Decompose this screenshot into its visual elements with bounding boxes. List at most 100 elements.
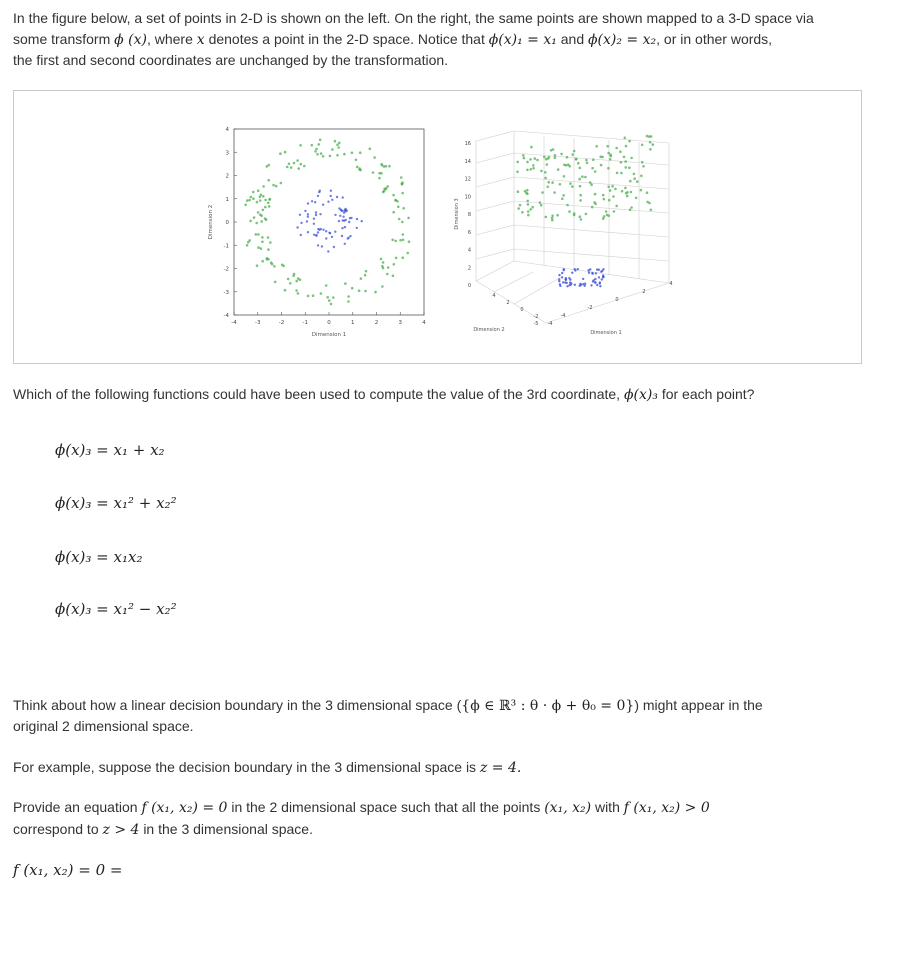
inner-point-3d [558,283,562,286]
outer-point-3d [624,192,628,195]
outer-point-3d [545,163,549,166]
inner-point [325,230,328,233]
outer-point [379,257,383,261]
option-4[interactable]: ϕ(x)₃ = x₁² − x₂² [55,600,177,618]
right-x-tick-label: -5 [534,321,539,327]
right-plot-ylabel: Dimension 2 [473,327,504,333]
provide-text: Provide an equation [13,799,138,815]
inner-point [340,234,344,238]
outer-point-3d [571,185,574,188]
inner-point [298,213,302,216]
inner-point [360,220,363,223]
inner-point-3d [583,284,586,287]
left-plot-x-ticks: -4 -3 -2 -1 0 1 2 3 4 [231,312,426,326]
inner-point [329,194,332,198]
left-plot-axes-box [233,128,425,316]
provide-text: with [594,799,620,815]
option-2[interactable]: ϕ(x)₃ = x₁² + x₂² [55,494,177,512]
left-plot-ylabel: Dimension 2 [208,205,214,239]
inner-point-3d [573,283,576,286]
outer-point-3d [607,198,611,202]
outer-point-3d [607,214,611,217]
think-line-2: original 2 dimensional space. [13,718,194,734]
inner-point [321,203,325,206]
outer-point [316,153,319,156]
outer-point [296,292,300,295]
outer-point-3d [645,191,649,194]
option-1[interactable]: ϕ(x)₃ = x₁ + x₂ [55,441,165,459]
outer-point-3d [602,197,606,201]
inner-point [306,215,310,218]
inner-point [318,189,321,192]
right-z-tick-label: 14 [465,159,471,165]
right-plot-points [516,134,655,288]
outer-point-3d [645,134,649,138]
outer-point-3d [531,205,534,209]
outer-point [397,217,401,221]
left-x-tick-label: -1 [303,320,308,326]
inner-point [314,201,317,204]
outer-point [259,247,263,250]
outer-point [245,199,249,202]
left-y-tick-label: -3 [224,290,230,296]
outer-point-3d [649,135,653,138]
outer-point-3d [639,188,643,192]
outer-point-3d [568,165,571,168]
option-3[interactable]: ϕ(x)₃ = x₁x₂ [55,548,143,566]
right-y-tick-label: 0 [520,307,523,313]
outer-point [391,274,395,278]
inner-point [299,233,302,237]
outer-point [317,143,321,146]
outer-point-3d [544,176,547,180]
outer-point-3d [530,145,533,149]
outer-point [332,296,335,299]
outer-point [248,239,251,242]
outer-point-3d [556,168,560,171]
think-line-1: Think about how a linear decision bounda… [13,695,763,718]
outer-point [297,167,301,170]
outer-point-3d [517,207,520,210]
outer-point [336,143,339,147]
outer-point-3d [574,158,578,161]
outer-point [264,198,267,202]
phi-x-math: ϕ (x) [114,32,147,48]
outer-point [254,233,258,236]
right-z-tick-label: 0 [468,283,471,289]
inner-point [316,231,320,234]
outer-point [283,288,287,292]
z-equals-4-math: z = 4. [479,760,522,776]
inner-point-3d [598,281,602,284]
outer-point [266,201,270,205]
outer-point [260,220,263,223]
right-x-tick-label: -4 [561,313,566,319]
outer-point [265,165,269,168]
phi2-math: ϕ(x)₂ = x₂ [588,32,657,48]
outer-point [267,248,270,251]
right-y-tick-label: -4 [548,321,553,327]
inner-point [345,209,348,212]
inner-point [334,213,337,217]
outer-point [267,205,271,208]
outer-point-3d [593,201,596,204]
inner-point [316,194,320,198]
outer-point [299,162,303,166]
intro-text: denotes a point in the 2-D space. Notice… [208,31,485,47]
outer-point [397,205,400,209]
outer-point-3d [540,169,543,173]
left-y-tick-label: 4 [226,127,230,133]
inner-point [322,228,325,231]
inner-point [304,209,307,213]
outer-point-3d [551,181,554,184]
right-z-tick-label: 8 [468,212,471,218]
outer-point [311,294,315,297]
inner-point-3d [597,276,601,279]
outer-point [354,158,358,162]
inner-point [310,200,314,203]
left-y-tick-label: 3 [226,150,230,156]
outer-point [285,165,289,169]
outer-point [263,217,267,220]
example-line: For example, suppose the decision bounda… [13,757,521,780]
outer-point [381,261,385,264]
right-plot-y-ticks: 4 2 0 -2 -4 [492,293,552,327]
outer-point-3d [569,182,572,185]
